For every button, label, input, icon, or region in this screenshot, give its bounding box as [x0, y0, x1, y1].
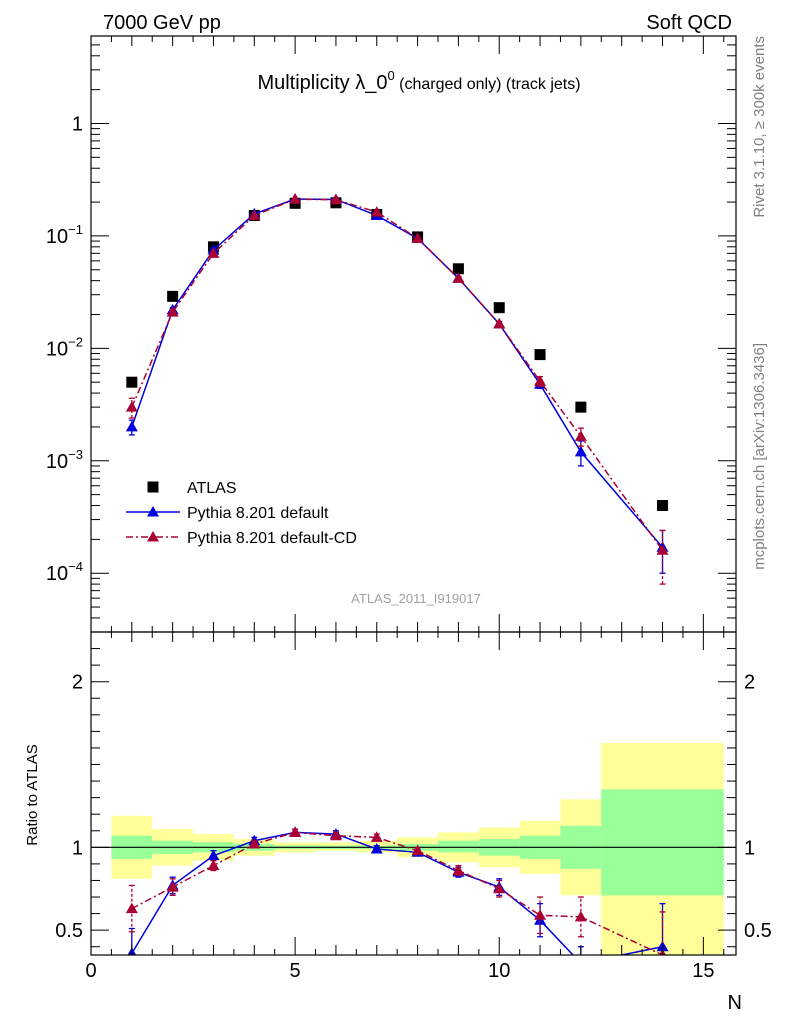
legend-marker-pythia-default-cd	[147, 531, 159, 542]
main-point-pythia-default-cd	[207, 247, 220, 258]
main-point-atlas	[452, 263, 464, 275]
header-category-label: Soft QCD	[646, 12, 732, 34]
main-point-atlas	[575, 401, 587, 413]
ratio-point-pythia-default-cd	[574, 910, 587, 922]
ratio-panel: 0 5 10 15 0.5 0.5 1 1 2 2 Ratio to ATLAS N	[24, 631, 772, 1014]
main-plot-area	[125, 192, 669, 585]
main-title: Multiplicity λ_00 (charged only) (track …	[257, 68, 580, 94]
ratio-plot-area	[91, 742, 736, 968]
ratio-point-pythia-default	[575, 957, 587, 968]
ratio-series-group	[125, 826, 669, 968]
header-energy-label: 7000 GeV pp	[103, 12, 221, 34]
main-y-tick-label: 10−4	[46, 559, 83, 585]
ratio-point-pythia-default-cd	[493, 882, 506, 894]
main-y-tick-label: 1	[72, 113, 83, 135]
x-tick-label: 0	[85, 960, 96, 982]
ratio-point-pythia-default-cd	[370, 831, 383, 842]
ratio-point-pythia-default-cd	[411, 844, 424, 856]
main-point-pythia-default-cd	[248, 209, 261, 220]
ratio-y-tick-label-left: 0.5	[55, 920, 83, 942]
ratio-band-stat	[437, 840, 479, 853]
legend-label-pythia-default: Pythia 8.201 default	[187, 505, 329, 522]
mcplots-reference-label: mcplots.cern.ch [arXiv:1306.3436]	[751, 343, 768, 570]
ratio-y-tick-label-left: 2	[72, 672, 83, 694]
ratio-point-pythia-default-cd	[452, 864, 465, 876]
main-y-tick-label: 10−3	[46, 447, 83, 473]
main-y-tick-label-base: 10	[46, 451, 68, 473]
legend-marker-pythia-default	[147, 506, 159, 517]
main-y-tick-label-base: 10	[46, 338, 68, 360]
main-point-pythia-default-cd	[656, 544, 669, 555]
legend: ATLAS Pythia 8.201 default Pythia 8.201 de…	[126, 480, 357, 547]
ratio-y-tick-label-left: 1	[72, 837, 83, 859]
ratio-point-pythia-default-cd	[125, 902, 138, 914]
main-title-tail: (charged only) (track jets)	[395, 76, 581, 93]
ratio-point-pythia-default-cd	[289, 826, 302, 837]
main-panel: 110−110−210−310−4 Multiplicity λ_00 (cha…	[46, 35, 737, 633]
ratio-frame	[90, 631, 737, 956]
ratio-y-tick-label-right: 2	[744, 672, 755, 694]
main-point-pythia-default	[574, 445, 587, 457]
main-y-tick-label-exp: −3	[68, 447, 83, 462]
ratio-point-pythia-default-cd	[207, 859, 220, 871]
ratio-point-pythia-default-cd	[166, 881, 179, 892]
main-point-pythia-default-cd	[574, 430, 587, 441]
main-point-pythia-default-cd	[411, 232, 424, 243]
main-axes: 110−110−210−310−4	[46, 35, 737, 633]
analysis-watermark: ATLAS_2011_I919017	[351, 591, 481, 606]
main-title-main: Multiplicity λ_0	[257, 72, 387, 94]
main-y-tick-label: 10−2	[46, 334, 83, 360]
main-point-atlas	[167, 290, 179, 302]
ratio-point-pythia-default-cd	[329, 829, 342, 841]
ratio-band-stat	[601, 789, 724, 896]
rivet-version-label: Rivet 3.1.10, ≥ 300k events	[751, 36, 768, 218]
x-tick-label: 15	[692, 960, 714, 982]
main-y-tick-label-exp: −2	[68, 334, 83, 349]
ratio-y-tick-label-right: 1	[744, 837, 755, 859]
main-point-pythia-default-cd	[166, 306, 179, 317]
legend-label-pythia-default-cd: Pythia 8.201 default-CD	[187, 530, 357, 547]
ratio-point-pythia-default	[207, 849, 220, 861]
main-point-pythia-default-cd	[125, 401, 138, 412]
main-point-pythia-default-cd	[452, 272, 465, 283]
main-point-pythia-default-cd	[329, 193, 342, 205]
main-point-pythia-default	[125, 420, 138, 432]
main-point-atlas	[126, 376, 138, 388]
main-title-superscript: 0	[387, 68, 394, 83]
ratio-point-pythia-default	[370, 842, 383, 854]
x-axis-label: N	[728, 992, 742, 1014]
main-point-atlas	[493, 302, 505, 314]
main-point-atlas	[534, 349, 546, 361]
ratio-y-axis-label: Ratio to ATLAS	[24, 744, 41, 845]
legend-label-atlas: ATLAS	[187, 480, 237, 497]
ratio-axes: 0 5 10 15 0.5 0.5 1 1 2 2	[55, 631, 772, 982]
main-y-tick-label-base: 10	[46, 226, 68, 248]
main-point-pythia-default-cd	[493, 317, 506, 329]
main-y-tick-label-exp: −1	[68, 222, 83, 237]
main-y-tick-label-base: 10	[46, 563, 68, 585]
main-point-atlas	[657, 500, 669, 512]
x-tick-label: 10	[488, 960, 510, 982]
main-y-tick-label: 10−1	[46, 222, 83, 248]
ratio-point-pythia-default-cd	[534, 909, 547, 920]
legend-marker-atlas	[147, 481, 159, 493]
main-point-pythia-default-cd	[289, 193, 302, 204]
main-point-pythia-default-cd	[370, 206, 383, 217]
main-y-tick-label-exp: −4	[68, 559, 83, 574]
main-point-pythia-default-cd	[534, 375, 547, 386]
ratio-point-pythia-default-cd	[248, 838, 261, 849]
ratio-y-tick-label-right: 0.5	[744, 920, 772, 942]
x-tick-label: 5	[290, 960, 301, 982]
